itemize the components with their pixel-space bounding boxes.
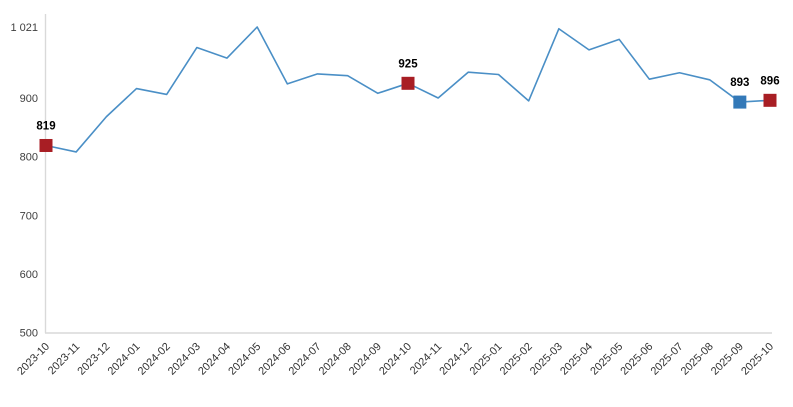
x-axis-tick-label: 2025-04 xyxy=(558,341,595,378)
x-axis-tick-label: 2024-06 xyxy=(256,341,293,378)
x-axis-tick-label: 2024-12 xyxy=(437,341,474,378)
x-axis-tick-label: 2025-05 xyxy=(588,341,625,378)
highlight-value-label: 925 xyxy=(398,58,418,70)
x-axis-tick-label: 2025-01 xyxy=(468,341,505,378)
y-axis-tick-label: 1 021 xyxy=(10,22,38,34)
highlight-value-label: 893 xyxy=(730,77,749,89)
highlight-marker xyxy=(401,76,415,90)
x-axis-tick-label: 2024-08 xyxy=(317,341,354,378)
y-axis-tick-label: 800 xyxy=(20,152,38,164)
highlight-value-label: 896 xyxy=(760,75,779,87)
x-axis-tick-label: 2025-10 xyxy=(739,341,776,378)
chart-axes xyxy=(44,14,772,334)
x-axis-tick-label: 2024-10 xyxy=(377,341,414,378)
x-axis-tick-label: 2025-08 xyxy=(679,341,716,378)
x-axis-tick-label: 2025-07 xyxy=(649,341,686,378)
highlight-value-label: 819 xyxy=(36,120,55,132)
x-axis-tick-label: 2024-04 xyxy=(196,341,233,378)
x-axis-tick-label: 2023-10 xyxy=(15,341,52,378)
highlight-marker xyxy=(733,95,747,109)
y-axis-tick-label: 600 xyxy=(20,269,38,281)
x-axis-tick-label: 2025-09 xyxy=(709,341,746,378)
chart-x-ticks: 2023-102023-112023-122024-012024-022024-… xyxy=(15,341,776,378)
x-axis-tick-label: 2024-05 xyxy=(226,341,263,378)
y-axis-tick-label: 900 xyxy=(20,93,38,105)
chart-y-ticks: 1 021 900 800 700 600 500 xyxy=(10,22,38,340)
x-axis-tick-label: 2024-09 xyxy=(347,341,384,378)
x-axis-tick-label: 2025-06 xyxy=(618,341,655,378)
y-axis-tick-label: 700 xyxy=(20,210,38,222)
x-axis-tick-label: 2024-01 xyxy=(106,341,143,378)
x-axis-tick-label: 2025-02 xyxy=(498,341,535,378)
x-axis-tick-label: 2024-03 xyxy=(166,341,203,378)
x-axis-tick-label: 2024-07 xyxy=(287,341,324,378)
y-axis-tick-label: 500 xyxy=(20,328,38,340)
x-axis-tick-label: 2023-12 xyxy=(75,341,112,378)
chart-highlights: 819 925 893 896 xyxy=(36,58,780,152)
x-axis-tick-label: 2024-02 xyxy=(136,341,173,378)
highlight-marker xyxy=(39,138,53,152)
highlight-marker xyxy=(763,93,777,107)
x-axis-tick-label: 2025-03 xyxy=(528,341,565,378)
